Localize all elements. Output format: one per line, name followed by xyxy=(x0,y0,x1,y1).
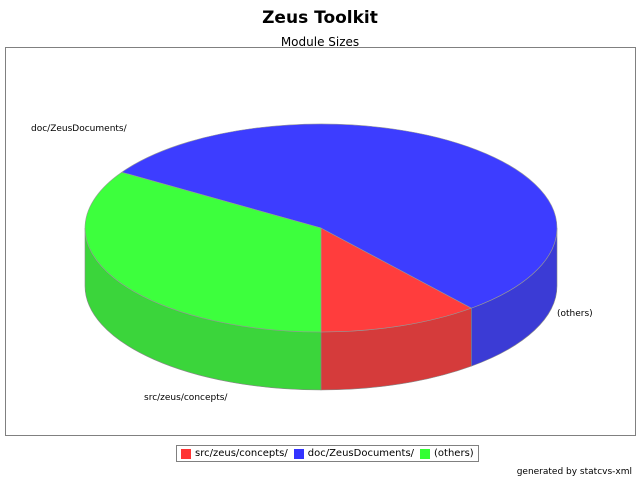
slice-label: src/zeus/concepts/ xyxy=(144,393,228,403)
pie-slice xyxy=(121,123,558,309)
legend-item: (others) xyxy=(420,448,474,459)
pie-slice xyxy=(84,171,322,333)
legend-swatch-concepts xyxy=(181,448,191,459)
legend-label: doc/ZeusDocuments/ xyxy=(307,448,415,459)
pie-labels: src/zeus/concepts/doc/ZeusDocuments/ (oth… xyxy=(31,124,593,403)
legend-label: (others) xyxy=(434,448,474,459)
legend-item: doc/ZeusDocuments/ xyxy=(293,448,415,459)
legend: src/zeus/concepts/ doc/ZeusDocuments/ (o… xyxy=(176,445,479,462)
pie-top xyxy=(84,123,558,333)
plot-area: src/zeus/concepts/doc/ZeusDocuments/ (oth… xyxy=(5,47,636,436)
pie-slice xyxy=(320,227,473,333)
legend-swatch-docs xyxy=(293,448,304,459)
pie-sides xyxy=(84,227,558,391)
credit-text: generated by statcvs-xml xyxy=(516,467,632,477)
legend-label: src/zeus/concepts/ xyxy=(195,448,288,459)
chart-subtitle: Module Sizes xyxy=(280,35,360,49)
legend-swatch-others xyxy=(420,448,431,459)
pie-chart: src/zeus/concepts/doc/ZeusDocuments/ (oth… xyxy=(31,123,593,403)
chart-title: Zeus Toolkit xyxy=(262,8,378,28)
legend-item: src/zeus/concepts/ xyxy=(181,448,288,459)
slice-label: doc/ZeusDocuments/ xyxy=(31,124,128,134)
slice-label: (others) xyxy=(557,309,593,319)
